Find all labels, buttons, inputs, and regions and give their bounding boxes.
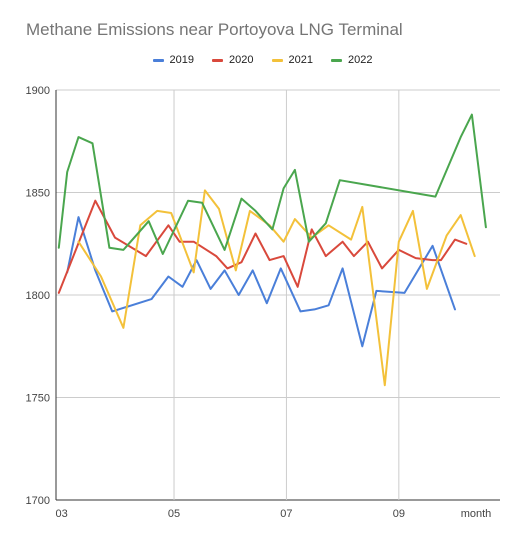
legend-label: 2021 bbox=[288, 54, 313, 66]
x-tick-label-03: 03 bbox=[55, 508, 67, 520]
legend-item-2022: 2022 bbox=[330, 54, 373, 66]
series-line-2021 bbox=[77, 189, 476, 387]
y-tick-label-1900: 1900 bbox=[26, 85, 50, 97]
legend-label: 2022 bbox=[347, 54, 373, 66]
legend-item-2021: 2021 bbox=[271, 54, 313, 66]
x-tick-label-09: 09 bbox=[393, 508, 405, 520]
x-tick-label-05: 05 bbox=[168, 508, 180, 520]
legend-label: 2019 bbox=[169, 54, 195, 66]
y-tick-label-1850: 1850 bbox=[26, 188, 50, 200]
legend-swatch bbox=[271, 58, 283, 62]
x-tick-label-07: 07 bbox=[280, 508, 292, 520]
legend-item-2020: 2020 bbox=[212, 54, 254, 66]
legend-item-2019: 2019 bbox=[152, 54, 195, 66]
legend-label: 2020 bbox=[229, 54, 254, 66]
legend-swatch bbox=[152, 58, 164, 62]
legend-swatch bbox=[212, 58, 224, 62]
y-tick-label-1750: 1750 bbox=[26, 393, 50, 405]
chart-title: Methane Emissions near Portoyova LNG Ter… bbox=[26, 20, 403, 39]
series-line-2019 bbox=[66, 216, 456, 348]
series-line-2020 bbox=[57, 199, 468, 294]
y-tick-label-1700: 1700 bbox=[26, 495, 50, 507]
chart-legend: 2019 2020 2021 2022 bbox=[0, 54, 525, 66]
series-line-2022 bbox=[57, 113, 487, 255]
y-tick-label-1800: 1800 bbox=[26, 290, 50, 302]
x-axis-title: month bbox=[461, 508, 492, 520]
legend-swatch bbox=[330, 58, 342, 62]
